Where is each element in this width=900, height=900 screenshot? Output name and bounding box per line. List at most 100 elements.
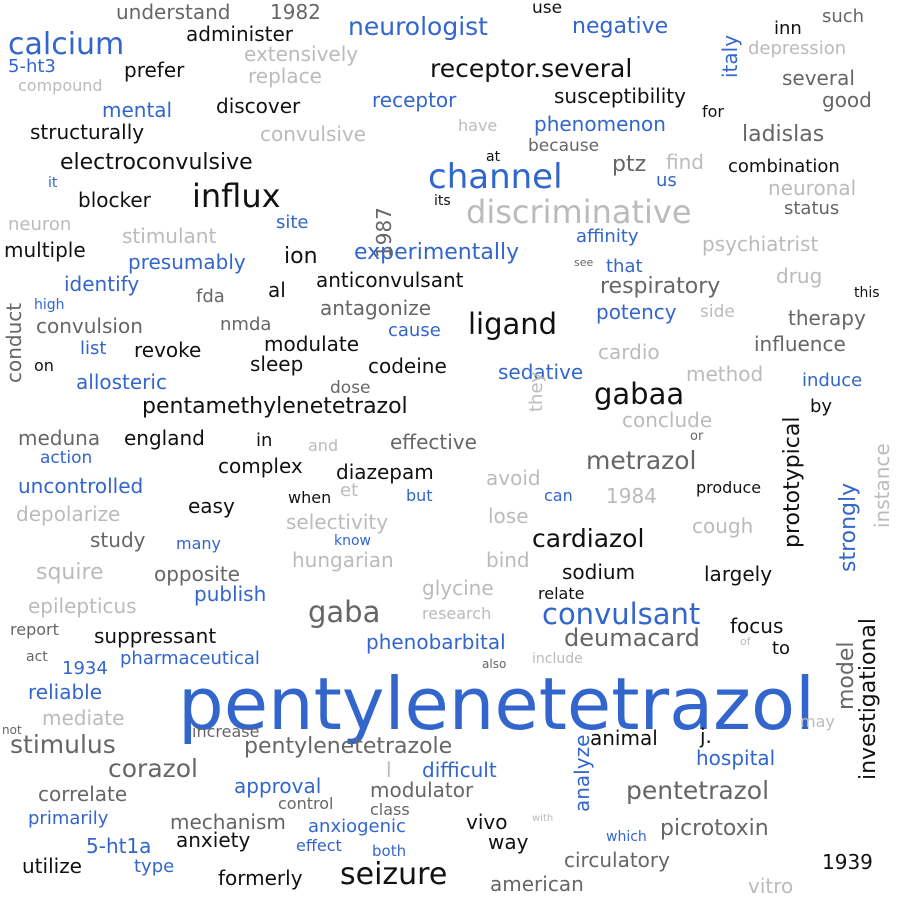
cloud-word: respiratory <box>600 274 721 299</box>
cloud-word: type <box>134 856 175 877</box>
cloud-word: cardiazol <box>532 524 645 553</box>
cloud-word: pharmaceutical <box>120 648 260 669</box>
cloud-word: nmda <box>220 314 272 335</box>
cloud-word: mechanism <box>170 810 286 834</box>
cloud-word: have <box>458 116 498 135</box>
cloud-word: control <box>278 794 334 813</box>
cloud-word: study <box>90 528 146 552</box>
cloud-word: squire <box>36 560 104 585</box>
cloud-word: conclude <box>622 408 713 432</box>
cloud-word: discover <box>216 94 301 118</box>
cloud-word: conduct <box>2 302 26 383</box>
cloud-word: for <box>702 102 724 121</box>
cloud-word: anxiety <box>176 828 251 852</box>
cloud-word: italy <box>718 34 742 78</box>
cloud-word: this <box>854 285 880 301</box>
cloud-word: many <box>176 534 221 553</box>
cloud-word: such <box>822 6 865 27</box>
cloud-word: prototypical <box>780 416 805 548</box>
cloud-word: fda <box>196 286 225 307</box>
cloud-word: administer <box>186 22 294 46</box>
cloud-word: or <box>690 429 704 444</box>
cloud-word: include <box>532 651 583 667</box>
cloud-word: on <box>34 356 54 375</box>
cloud-word: its <box>434 193 451 209</box>
cloud-word: easy <box>188 494 235 518</box>
cloud-word: increase <box>192 722 260 741</box>
cloud-word: focus <box>730 614 784 638</box>
cloud-word: neuronal <box>768 176 857 200</box>
cloud-word: ion <box>284 244 318 269</box>
cloud-word: because <box>528 136 600 156</box>
cloud-word: gabaa <box>594 377 685 411</box>
cloud-word: 5-ht3 <box>8 56 56 77</box>
cloud-word: to <box>772 638 791 659</box>
cloud-word: depolarize <box>16 502 121 526</box>
cloud-word: mental <box>102 98 173 122</box>
cloud-word: strongly <box>836 482 861 572</box>
cloud-word: identify <box>64 272 140 296</box>
cloud-word: deumacard <box>564 624 700 652</box>
cloud-word: convulsion <box>36 314 143 338</box>
cloud-word: find <box>666 150 704 174</box>
cloud-word: analyze <box>570 734 594 812</box>
cloud-word: can <box>544 486 573 505</box>
cloud-word: et <box>340 480 359 501</box>
cloud-word: by <box>810 396 833 417</box>
cloud-word: produce <box>696 478 762 497</box>
cloud-word: psychiatrist <box>702 232 819 256</box>
cloud-word: primarily <box>28 808 109 829</box>
cloud-word: uncontrolled <box>18 474 144 498</box>
cloud-word: prefer <box>124 58 185 82</box>
cloud-word: metrazol <box>586 446 697 475</box>
cloud-word: neuron <box>8 214 72 235</box>
cloud-word: of <box>740 635 751 648</box>
cloud-word: ligand <box>468 307 558 341</box>
cloud-word: anticonvulsant <box>316 268 464 292</box>
cloud-word: presumably <box>128 250 246 274</box>
cloud-word: modulator <box>370 778 474 802</box>
cloud-word: 1939 <box>822 850 873 874</box>
cloud-word: induce <box>802 370 863 391</box>
cloud-word: suppressant <box>94 624 217 648</box>
cloud-word: susceptibility <box>554 84 686 108</box>
cloud-word: picrotoxin <box>660 816 769 841</box>
cloud-word: that <box>606 256 643 277</box>
cloud-word: formerly <box>218 866 303 890</box>
cloud-word: instance <box>870 443 894 528</box>
cloud-word: meduna <box>18 426 101 450</box>
cloud-word: channel <box>428 157 563 197</box>
cloud-word: potency <box>596 300 677 324</box>
cloud-word: electroconvulsive <box>60 150 253 175</box>
cloud-word: selectivity <box>286 510 389 534</box>
cloud-word: cough <box>692 514 754 538</box>
cloud-word: england <box>124 426 205 450</box>
cloud-word: revoke <box>134 338 202 362</box>
cloud-word: structurally <box>30 120 145 144</box>
cloud-word: negative <box>572 14 669 39</box>
cloud-word: relate <box>538 584 585 603</box>
cloud-word: depression <box>748 38 847 59</box>
cloud-word: gaba <box>308 595 381 629</box>
cloud-word: investigational <box>856 618 881 780</box>
cloud-word: may <box>800 712 835 731</box>
cloud-word: stimulant <box>122 224 217 248</box>
cloud-word: epilepticus <box>28 594 137 618</box>
cloud-word: stimulus <box>10 730 116 759</box>
cloud-word: also <box>482 657 507 671</box>
cloud-word: compound <box>18 76 103 95</box>
cloud-word: hungarian <box>292 548 394 572</box>
cloud-word: vitro <box>748 874 794 898</box>
cloud-word: at <box>486 149 501 165</box>
cloud-word: inn <box>774 18 802 39</box>
cloud-word: seizure <box>340 857 448 892</box>
cloud-word: side <box>700 302 735 322</box>
cloud-word: way <box>488 830 529 854</box>
cloud-word: calcium <box>8 27 125 62</box>
cloud-word: receptor <box>372 88 457 112</box>
cloud-word: good <box>822 88 872 112</box>
cloud-word: diazepam <box>336 460 434 484</box>
cloud-word: combination <box>728 156 840 177</box>
cloud-word: receptor.several <box>430 54 633 83</box>
